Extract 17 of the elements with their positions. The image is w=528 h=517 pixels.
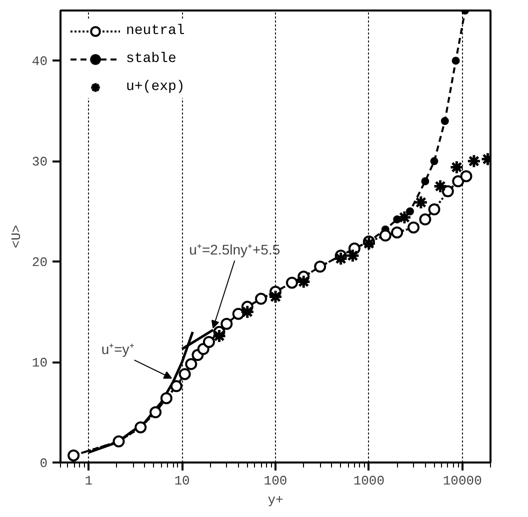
legend-label: stable — [126, 51, 176, 67]
legend-label: u+(exp) — [126, 79, 185, 95]
annotation: u⁺=2.5lny⁺+5.5 — [189, 242, 280, 258]
legend-label: neutral — [126, 23, 185, 39]
x-tick-label: 10 — [174, 474, 190, 488]
x-axis-title: y+ — [268, 492, 284, 508]
x-tick-label: 100 — [264, 474, 288, 488]
y-tick-label: 10 — [32, 356, 48, 371]
y-axis-title: <U> — [8, 224, 24, 248]
x-tick-label: 1 — [84, 474, 93, 488]
y-tick-label: 20 — [32, 255, 48, 270]
y-tick-label: 0 — [40, 456, 48, 471]
y-tick-label: 30 — [32, 154, 48, 170]
annotation: u⁺=y⁺ — [101, 341, 134, 358]
x-tick-label: 1000 — [353, 474, 385, 488]
y-tick-label: 40 — [32, 54, 48, 70]
x-tick-label: 10000 — [442, 474, 482, 488]
